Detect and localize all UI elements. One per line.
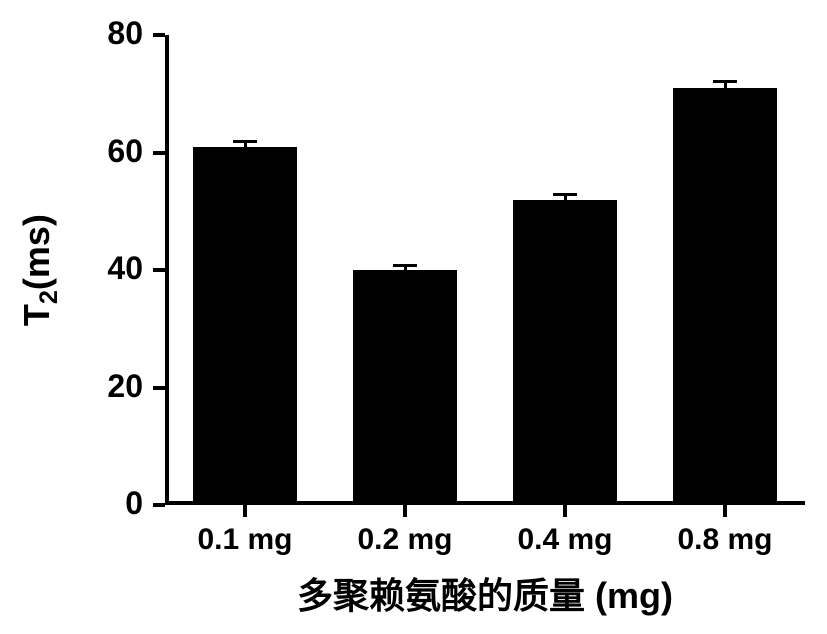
x-tick-label: 0.4 mg [485,523,645,557]
y-tick [153,268,165,272]
y-tick [153,503,165,507]
x-tick [403,505,407,517]
y-tick [153,386,165,390]
error-bar-cap [713,80,737,83]
bar [193,147,297,505]
x-tick [723,505,727,517]
bar [673,88,777,505]
error-bar-cap [553,193,577,196]
y-tick [153,33,165,37]
x-axis-label: 多聚赖氨酸的质量 (mg) [165,567,805,619]
y-tick [153,151,165,155]
error-bar-cap [233,140,257,143]
bar [353,270,457,505]
x-tick-label: 0.8 mg [645,523,805,557]
bar [513,200,617,506]
y-axis-label: T2(ms) [16,35,64,505]
x-tick-label: 0.1 mg [165,523,325,557]
x-tick-label: 0.2 mg [325,523,485,557]
bar-chart: 020406080T2(ms)0.1 mg0.2 mg0.4 mg0.8 mg多… [0,0,827,634]
error-bar-cap [393,264,417,267]
x-tick [563,505,567,517]
x-tick [243,505,247,517]
